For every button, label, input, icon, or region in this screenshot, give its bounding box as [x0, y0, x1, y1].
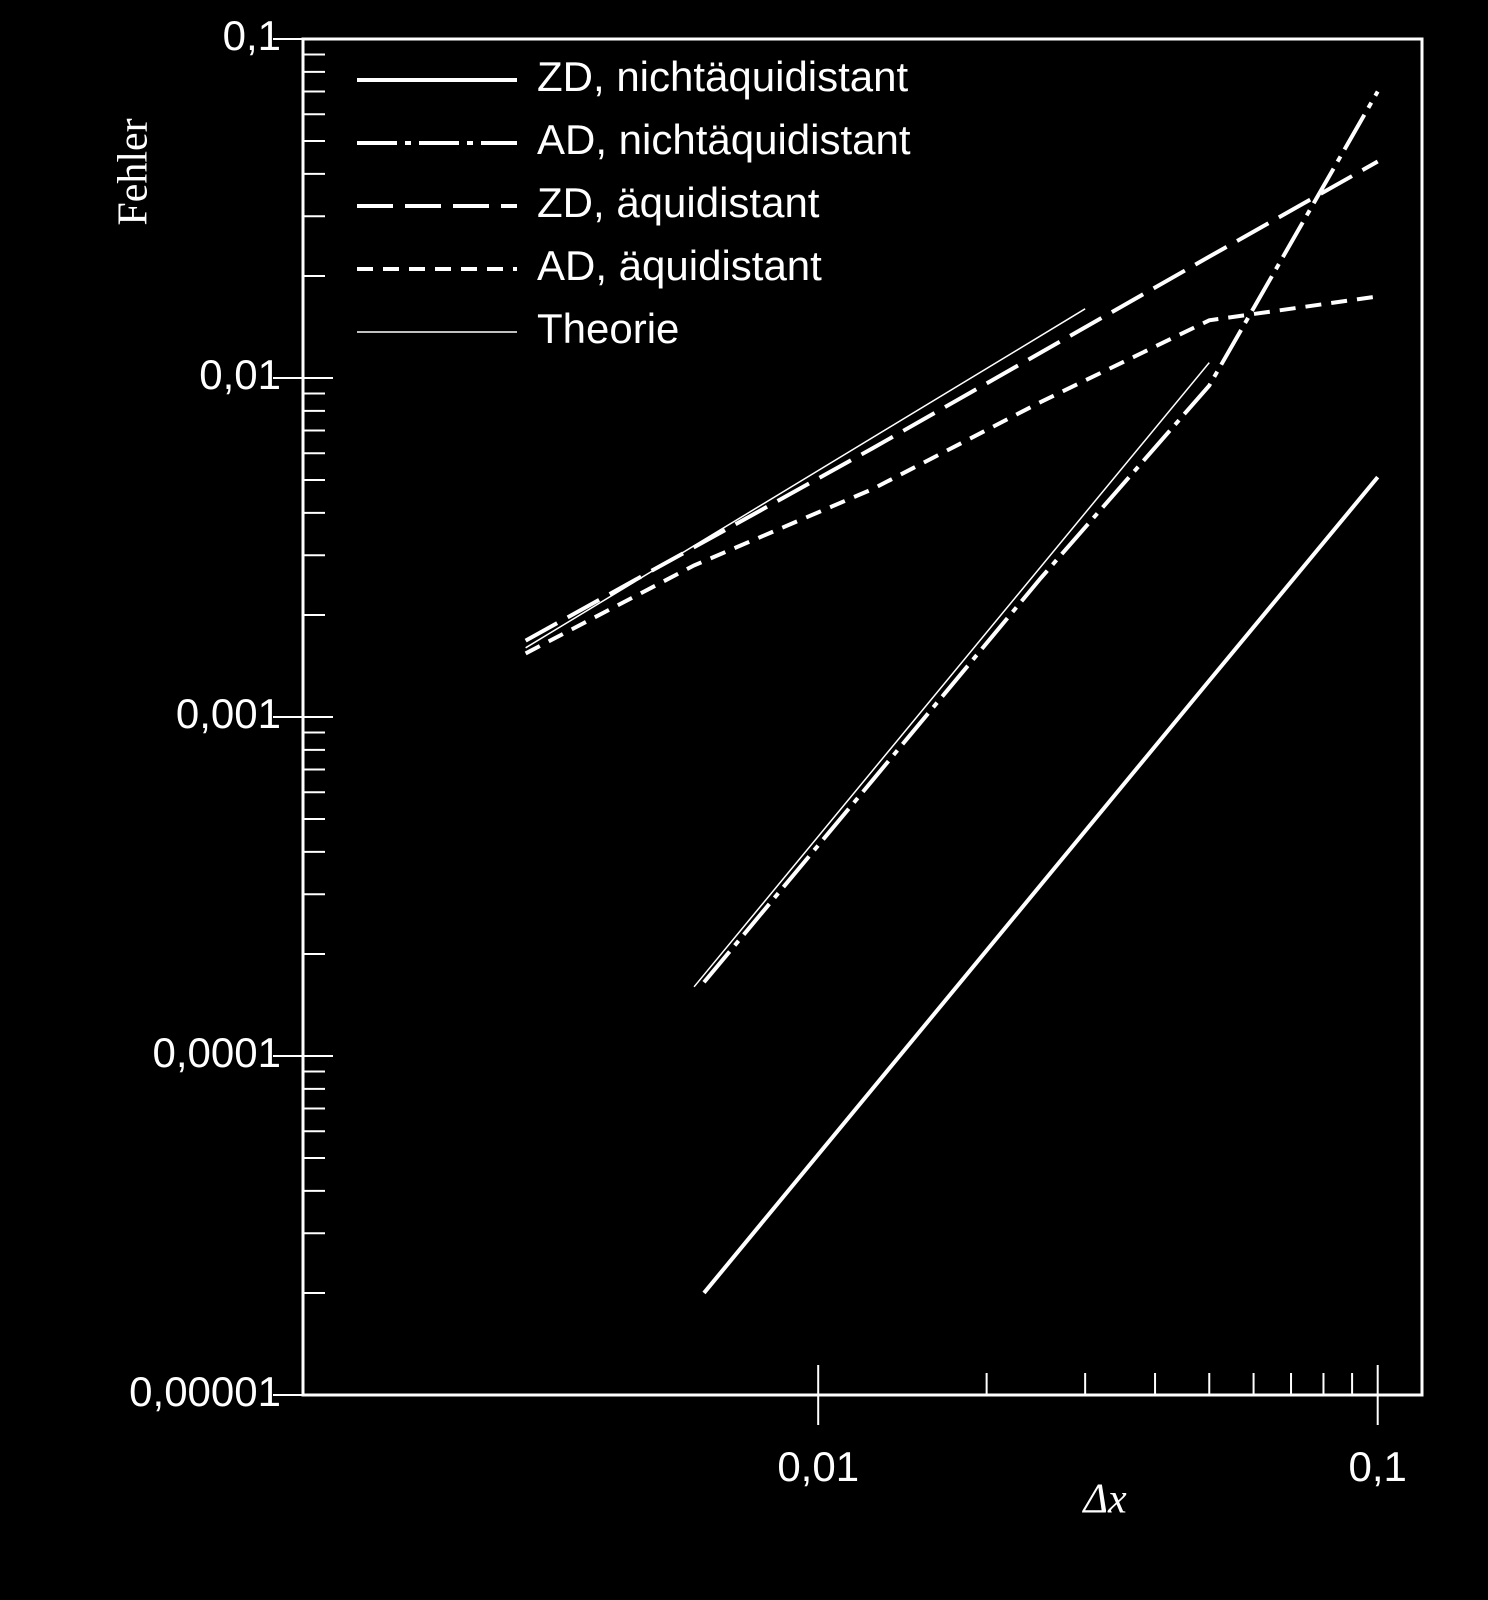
series-line	[525, 308, 1210, 988]
series-line	[702, 90, 1380, 984]
y-axis-label: Fehler	[111, 118, 157, 225]
legend-label: Theorie	[537, 305, 679, 352]
y-tick-label: 0,00001	[129, 1368, 281, 1415]
y-tick-label: 0,001	[176, 690, 281, 737]
y-tick-label: 0,01	[199, 351, 281, 398]
series-line	[702, 475, 1380, 1295]
y-tick-label: 0,0001	[153, 1029, 281, 1076]
legend-label: ZD, äquidistant	[537, 179, 820, 226]
x-axis-label: Δx	[1081, 1477, 1127, 1523]
legend-label: ZD, nichtäquidistant	[537, 53, 909, 100]
series-line	[524, 159, 1379, 643]
plot-frame	[301, 37, 1424, 1397]
legend-label: AD, äquidistant	[537, 242, 822, 289]
series-line	[524, 294, 1378, 656]
x-tick-label: 0,01	[777, 1443, 859, 1490]
x-tick-label: 0,1	[1349, 1443, 1407, 1490]
y-tick-label: 0,1	[223, 12, 281, 59]
legend-label: AD, nichtäquidistant	[537, 116, 911, 163]
